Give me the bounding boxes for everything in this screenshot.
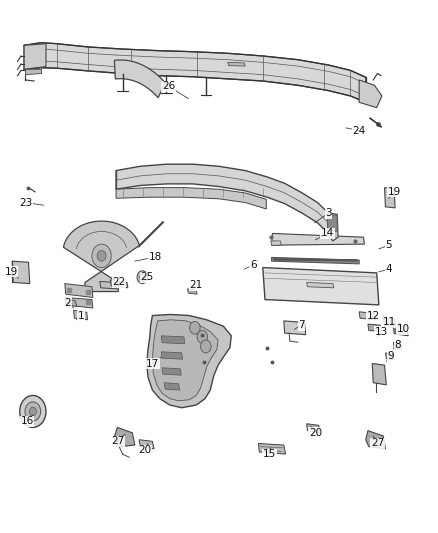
Text: 21: 21 [190,280,203,290]
Text: 26: 26 [162,82,175,91]
Polygon shape [161,352,183,359]
Polygon shape [307,424,320,433]
Polygon shape [385,188,395,208]
Polygon shape [328,214,337,231]
Polygon shape [100,281,117,289]
Polygon shape [258,443,286,454]
Text: 2: 2 [64,298,71,308]
Polygon shape [12,261,30,284]
Text: 19: 19 [388,187,401,197]
Polygon shape [272,233,364,245]
Polygon shape [263,268,379,305]
Circle shape [197,330,208,343]
Circle shape [25,402,41,421]
Polygon shape [228,62,245,66]
Text: 19: 19 [4,267,18,277]
Polygon shape [152,320,218,401]
Text: 13: 13 [374,327,388,336]
Circle shape [97,251,106,261]
Polygon shape [383,317,396,328]
Text: 18: 18 [149,252,162,262]
Text: 14: 14 [321,229,334,238]
Polygon shape [284,321,306,335]
Text: 20: 20 [138,446,151,455]
Polygon shape [271,241,281,245]
Circle shape [190,321,200,334]
Polygon shape [25,69,42,75]
Text: 5: 5 [385,240,392,250]
Polygon shape [359,312,375,320]
Polygon shape [359,80,382,108]
Polygon shape [24,43,366,102]
Text: 7: 7 [298,320,305,330]
Polygon shape [187,289,197,294]
Text: 27: 27 [371,439,384,448]
Circle shape [201,340,211,353]
Text: 9: 9 [387,351,394,361]
Polygon shape [119,281,128,288]
Polygon shape [67,298,77,306]
Polygon shape [162,368,181,375]
Polygon shape [116,164,328,233]
Circle shape [137,271,148,284]
Polygon shape [24,44,46,69]
Text: 15: 15 [263,449,276,459]
Polygon shape [393,324,408,336]
Text: 11: 11 [383,318,396,327]
Text: 27: 27 [111,437,124,446]
Circle shape [92,244,111,268]
Text: 12: 12 [367,311,380,320]
Text: 3: 3 [325,208,332,218]
Polygon shape [161,336,185,344]
Polygon shape [272,257,359,264]
Polygon shape [147,314,231,408]
Polygon shape [64,221,139,292]
Polygon shape [368,324,381,332]
Polygon shape [114,60,165,98]
Text: 17: 17 [146,359,159,368]
Polygon shape [372,364,386,385]
Text: 8: 8 [394,341,401,350]
Text: 10: 10 [396,325,410,334]
Text: 24: 24 [353,126,366,135]
Polygon shape [74,310,88,320]
Polygon shape [328,213,338,241]
Text: 6: 6 [250,260,257,270]
Circle shape [29,407,36,416]
Text: 25: 25 [140,272,153,282]
Polygon shape [114,427,135,447]
Text: 23: 23 [19,198,32,207]
Polygon shape [366,431,385,449]
Text: 16: 16 [21,416,34,426]
Polygon shape [139,440,154,449]
Circle shape [20,395,46,427]
Polygon shape [307,282,334,288]
Polygon shape [385,353,394,360]
Text: 4: 4 [385,264,392,274]
Polygon shape [65,297,93,308]
Text: 20: 20 [309,428,322,438]
Text: 22: 22 [113,278,126,287]
Polygon shape [110,280,118,287]
Polygon shape [164,383,180,390]
Circle shape [140,274,145,280]
Polygon shape [393,342,402,350]
Polygon shape [65,284,93,297]
Text: 1: 1 [78,311,85,320]
Circle shape [395,324,404,335]
Polygon shape [116,188,266,209]
